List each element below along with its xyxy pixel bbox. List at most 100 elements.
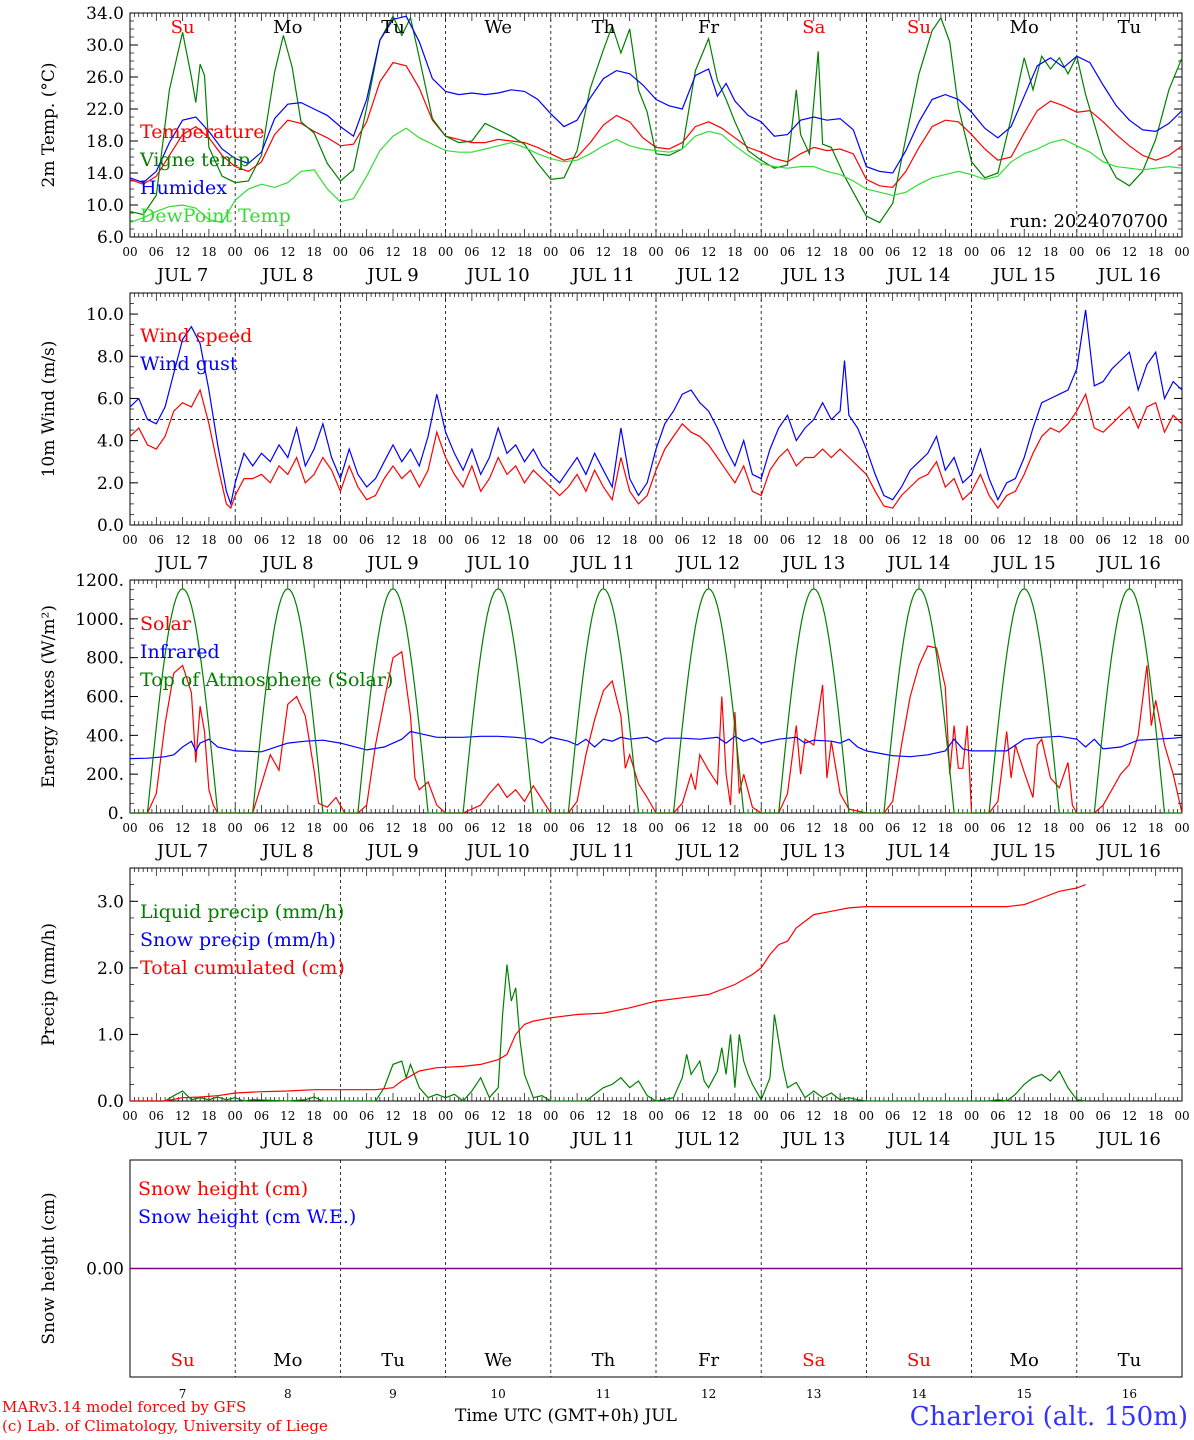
- y-tick-label: 0.: [108, 804, 124, 824]
- weekday-top-label: Su: [171, 17, 195, 38]
- hour-tick-label: 06: [464, 1109, 479, 1123]
- hour-tick-label: 06: [464, 821, 479, 835]
- weekday-top-label: We: [484, 17, 512, 38]
- hour-tick-label: 12: [701, 821, 716, 835]
- hour-tick-label: 00: [648, 533, 663, 547]
- legend-entry: Snow height (cm W.E.): [138, 1206, 356, 1228]
- hour-tick-label: 00: [964, 821, 979, 835]
- weekday-bottom-label: Su: [171, 1350, 195, 1371]
- hour-tick-label: 06: [675, 1109, 690, 1123]
- weekday-bottom-label: Fr: [698, 1350, 719, 1371]
- panel-1: 00 06 12 18 00 06 12 18 00 06 12 18 00 06 12 18 00 06 12 18…: [39, 4, 1190, 286]
- date-label: JUL 13: [780, 1129, 845, 1150]
- legend-entry: Snow height (cm): [138, 1178, 308, 1200]
- footer-credit: MARv3.14 model forced by GFS (c) Lab. of…: [2, 1398, 328, 1436]
- y-tick-label: 10.0: [86, 196, 124, 216]
- hour-tick-label: 18: [727, 821, 742, 835]
- hour-tick-label: 12: [280, 1109, 295, 1123]
- hour-tick-label: 12: [280, 821, 295, 835]
- hour-tick-label: 18: [517, 245, 532, 259]
- hour-tick-label: 00: [1069, 245, 1084, 259]
- weekday-bottom-label: Th: [592, 1350, 616, 1371]
- hour-tick-label: 12: [701, 1109, 716, 1123]
- legend-entry: Humidex: [140, 177, 227, 199]
- weekday-top-label: Sa: [802, 17, 825, 38]
- hour-tick-label: 00: [438, 821, 453, 835]
- hour-tick-label: 06: [149, 821, 164, 835]
- panel-3: 00 06 12 18 00 06 12 18 00 06 12 18 00 06 12 18 00 06 12 18…: [39, 571, 1190, 862]
- panel-4: 00 06 12 18 00 06 12 18 00 06 12 18 00 06 12 18 00 06 12 18…: [39, 867, 1190, 1150]
- hour-tick-label: 12: [175, 533, 190, 547]
- date-label: JUL 15: [991, 1129, 1056, 1150]
- series-top-of-atmosphere-solar-: [130, 588, 1182, 814]
- hour-tick-label: 18: [832, 245, 847, 259]
- date-label: JUL 15: [991, 553, 1056, 574]
- hour-tick-label: 12: [1017, 1109, 1032, 1123]
- y-tick-label: 1.0: [97, 1025, 124, 1045]
- hour-tick-label: 18: [1043, 821, 1058, 835]
- hour-tick-label: 06: [464, 245, 479, 259]
- y-tick-label: 2.0: [97, 959, 124, 979]
- hour-tick-label: 06: [569, 1109, 584, 1123]
- y-tick-label: 400.: [86, 726, 124, 746]
- hour-tick-label: 12: [911, 821, 926, 835]
- hour-tick-label: 00: [438, 1109, 453, 1123]
- y-tick-label: 600.: [86, 688, 124, 708]
- hour-tick-label: 18: [306, 1109, 321, 1123]
- series-wind-speed: [129, 388, 1183, 510]
- hour-tick-label: 12: [596, 245, 611, 259]
- hour-tick-label: 18: [1148, 821, 1163, 835]
- hour-tick-label: 18: [1043, 245, 1058, 259]
- hour-tick-label: 12: [385, 1109, 400, 1123]
- hour-tick-label: 00: [333, 533, 348, 547]
- date-label: JUL 9: [365, 553, 419, 574]
- hour-tick-label: 12: [911, 245, 926, 259]
- hour-tick-label: 18: [938, 533, 953, 547]
- weekday-bottom-label: Mo: [273, 1350, 302, 1371]
- series-infrared: [129, 730, 1183, 760]
- hour-tick-label: 00: [964, 533, 979, 547]
- hour-tick-label: 06: [990, 821, 1005, 835]
- hour-tick-label: 18: [201, 821, 216, 835]
- hour-tick-label: 00: [228, 821, 243, 835]
- hour-tick-label: 06: [990, 533, 1005, 547]
- plot-frame: [129, 12, 1183, 238]
- hour-tick-label: 18: [622, 821, 637, 835]
- hour-tick-label: 12: [491, 533, 506, 547]
- hour-tick-label: 12: [806, 245, 821, 259]
- hour-tick-label: 12: [596, 821, 611, 835]
- hour-tick-label: 12: [806, 533, 821, 547]
- hour-tick-label: 18: [832, 821, 847, 835]
- date-label: JUL 14: [886, 553, 951, 574]
- hour-tick-label: 06: [675, 533, 690, 547]
- weekday-top-label: Mo: [273, 17, 302, 38]
- hour-tick-label: 00: [1069, 533, 1084, 547]
- weekday-bottom-label: Sa: [802, 1350, 825, 1371]
- legend-entry: Wind gust: [140, 353, 238, 375]
- hour-tick-label: 00: [1174, 821, 1189, 835]
- hour-tick-label: 06: [254, 245, 269, 259]
- hour-tick-label: 00: [648, 245, 663, 259]
- hour-tick-label: 00: [438, 245, 453, 259]
- hour-tick-label: 18: [727, 245, 742, 259]
- hour-tick-label: 06: [780, 533, 795, 547]
- hour-tick-label: 12: [1122, 533, 1137, 547]
- hour-tick-label: 18: [938, 821, 953, 835]
- hour-tick-label: 18: [412, 245, 427, 259]
- hour-tick-label: 12: [911, 1109, 926, 1123]
- day-number-label: 16: [1122, 1387, 1137, 1401]
- hour-tick-label: 18: [306, 821, 321, 835]
- hour-tick-label: 00: [859, 533, 874, 547]
- hour-tick-label: 00: [859, 245, 874, 259]
- hour-tick-label: 18: [1148, 533, 1163, 547]
- hour-tick-label: 06: [675, 821, 690, 835]
- date-label: JUL 11: [570, 265, 635, 286]
- date-label: JUL 15: [991, 265, 1056, 286]
- hour-tick-label: 12: [175, 245, 190, 259]
- hour-tick-label: 06: [885, 1109, 900, 1123]
- y-tick-label: 0.0: [97, 1092, 124, 1112]
- hour-tick-label: 18: [938, 1109, 953, 1123]
- y-tick-label: 200.: [86, 765, 124, 785]
- legend-entry: Wind speed: [140, 325, 252, 347]
- hour-tick-label: 06: [885, 245, 900, 259]
